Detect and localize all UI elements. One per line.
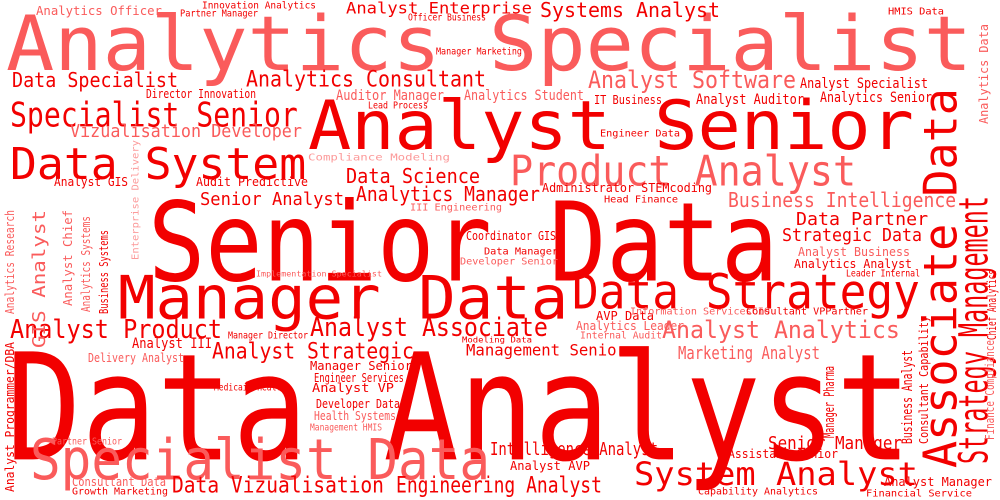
word-finance-compliance: Finance Compliance xyxy=(982,340,997,440)
word-compliance-modeling: Compliance Modeling xyxy=(308,151,450,163)
word-analyst-auditor: Analyst Auditor xyxy=(696,90,805,108)
word-management-hmis: Management HMIS xyxy=(310,421,383,433)
word-analyst-avp: Analyst AVP xyxy=(510,458,591,473)
word-analyst-specialist: Analyst Specialist xyxy=(800,74,928,92)
word-engineer-services: Engineer Services xyxy=(314,370,404,385)
word-consultant-data: Consultant Data xyxy=(72,474,167,489)
word-modeling-data: Modeling Data xyxy=(462,335,532,345)
word-leader-internal: Leader Internal xyxy=(846,267,921,279)
word-assistant-senior: Assistant Senior xyxy=(728,446,839,461)
word-enterprise-delivery: Enterprise Delivery xyxy=(129,140,141,260)
word-manager-senior: Manager Senior xyxy=(310,358,412,373)
word-implementation-specialist: Implementation Specialist xyxy=(256,269,383,279)
word-specialist-data: Specialist Data xyxy=(30,426,491,493)
word-hmis-data: HMIS Data xyxy=(888,5,944,17)
word-coordinator-gis: Coordinator GIS xyxy=(466,228,557,243)
word-systems-analyst: Systems Analyst xyxy=(540,0,721,22)
word-marketing-analyst: Marketing Analyst xyxy=(678,342,820,364)
word-analyst-vp: Analyst VP xyxy=(312,380,395,395)
word-internal-audit: Internal Audit xyxy=(580,329,662,341)
word-consultant-vppartner: Consultant VPPartner xyxy=(746,305,869,317)
word-strategic-data: Strategic Data xyxy=(782,224,922,246)
word-financial-service: Financial Service xyxy=(866,487,972,499)
word-officer-business: Officer Business xyxy=(408,11,487,23)
word-analyst-gis: Analyst GIS xyxy=(54,174,129,189)
word-business-analyst: Business Analyst xyxy=(898,349,916,444)
word-vizualisation-developer: Vizualisation Developer xyxy=(70,120,302,142)
word-analyst-enterprise: Analyst Enterprise xyxy=(346,0,532,18)
word-analytics-specialist: Analytics Specialist xyxy=(6,0,973,89)
word-manager-director: Manager Director xyxy=(228,329,309,341)
word-senior-manager: Senior Manager xyxy=(768,432,902,454)
word-innovation-analytics: Innovation Analytics xyxy=(202,0,317,11)
word-data-manager: Data Manager xyxy=(484,245,559,257)
word-data-strategy: Data Strategy xyxy=(572,263,920,320)
word-senior-analyst: Senior Analyst xyxy=(200,188,344,210)
word-analytics-senior: Analytics Senior xyxy=(820,88,933,106)
word-analytics-data: Analytics Data xyxy=(976,24,991,125)
word-data-system: Data System xyxy=(10,138,307,190)
word-consultant-capability: Consultant Capability xyxy=(916,315,931,444)
word-auditor-manager: Auditor Manager xyxy=(336,86,445,104)
word-audit-predictive: Audit Predictive xyxy=(196,174,309,189)
word-manager-data: Manager Data xyxy=(118,262,569,333)
word-senior-data: Senior Data xyxy=(148,178,779,307)
word-analytics-systems: Analytics Systems xyxy=(78,216,93,312)
word-analyst-manager: Analyst Manager xyxy=(884,474,993,489)
word-analytics-officer: Analytics Officer xyxy=(36,3,162,18)
word-medicaid-health: Medicaid Health xyxy=(214,381,287,393)
word-director-innovation: Director Innovation xyxy=(146,86,256,101)
word-data-vizualisation: Data Vizualisation xyxy=(172,472,384,498)
word-system-analyst: System Analyst xyxy=(634,455,918,493)
word-partner-senior: Partner Senior xyxy=(52,435,122,447)
word-engineering-analyst: Engineering Analyst xyxy=(396,472,602,498)
word-developer-senior: Developer Senior xyxy=(460,255,559,267)
word-analyst-product: Analyst Product xyxy=(10,313,223,345)
word-manager-pharma: Manager Pharma xyxy=(820,366,838,438)
word-analyst-iii: Analyst III xyxy=(132,334,213,352)
word-partner-manager: Partner Manager xyxy=(180,7,259,19)
word-analyst-business: Analyst Business xyxy=(798,244,911,259)
word-intelligence-analyst: Intelligence Analyst xyxy=(490,438,659,460)
word-analytics-leader: Analytics Leader xyxy=(576,318,685,333)
word-analytics-student: Analytics Student xyxy=(464,86,584,104)
word-data-specialist: Data Specialist xyxy=(12,68,179,92)
word-specialist-senior: Specialist Senior xyxy=(10,94,298,135)
word-information-servicescio: Information ServicesCIO xyxy=(630,305,770,317)
word-iii-engineering: III Engineering xyxy=(410,201,503,213)
word-business-intelligence: Business Intelligence xyxy=(728,188,957,212)
word-product-analyst: Product Analyst xyxy=(510,146,857,196)
word-health-systems: Health Systems xyxy=(314,408,396,423)
word-developer-data: Developer Data xyxy=(316,396,400,411)
word-data-partner: Data Partner xyxy=(796,208,929,230)
word-analytics-analyst: Analytics Analyst xyxy=(794,256,912,271)
word-analyst-chief: Analyst Chief xyxy=(60,210,75,306)
word-growth-marketing: Growth Marketing xyxy=(72,485,169,497)
word-manager-marketing: Manager Marketing xyxy=(436,45,522,57)
word-analyst-strategic: Analyst Strategic xyxy=(212,338,414,364)
word-analyst-analytics: Analyst Analytics xyxy=(662,315,900,344)
word-analyst-associate: Analyst Associate xyxy=(310,311,548,343)
word-head-finance: Head Finance xyxy=(604,193,679,205)
word-analytics-consultant: Analytics Consultant xyxy=(246,66,487,92)
word-analyst-software: Analyst Software xyxy=(588,65,797,94)
word-capability-analytics: Capability Analytics xyxy=(698,485,819,497)
word-avp-data: AVP Data xyxy=(596,308,654,323)
word-analyst-senior: Analyst Senior xyxy=(308,85,914,166)
word-administrator-stemcoding: Administrator STEMcoding xyxy=(542,180,712,195)
word-management-senior: Management Senior xyxy=(466,340,626,360)
word-engineer-data: Engineer Data xyxy=(600,127,680,139)
word-chief-analytics: Chief Analytics xyxy=(984,269,999,340)
word-analyst-programmer-dba: Analyst Programmer/DBA xyxy=(2,342,17,492)
word-analytics-manager: Analytics Manager xyxy=(356,182,540,206)
word-it-business: IT Business xyxy=(594,92,663,107)
word-gis-analyst: GIS Analyst xyxy=(28,209,50,348)
word-analytics-research: Analytics Research xyxy=(2,210,17,314)
word-business-systems: Business Systems xyxy=(96,229,111,314)
word-delivery-analyst: Delivery Analyst xyxy=(88,350,185,365)
word-data-analyst: Data Analyst xyxy=(6,321,912,495)
word-lead-process: Lead Process xyxy=(368,99,429,111)
word-data-science: Data Science xyxy=(346,164,481,188)
